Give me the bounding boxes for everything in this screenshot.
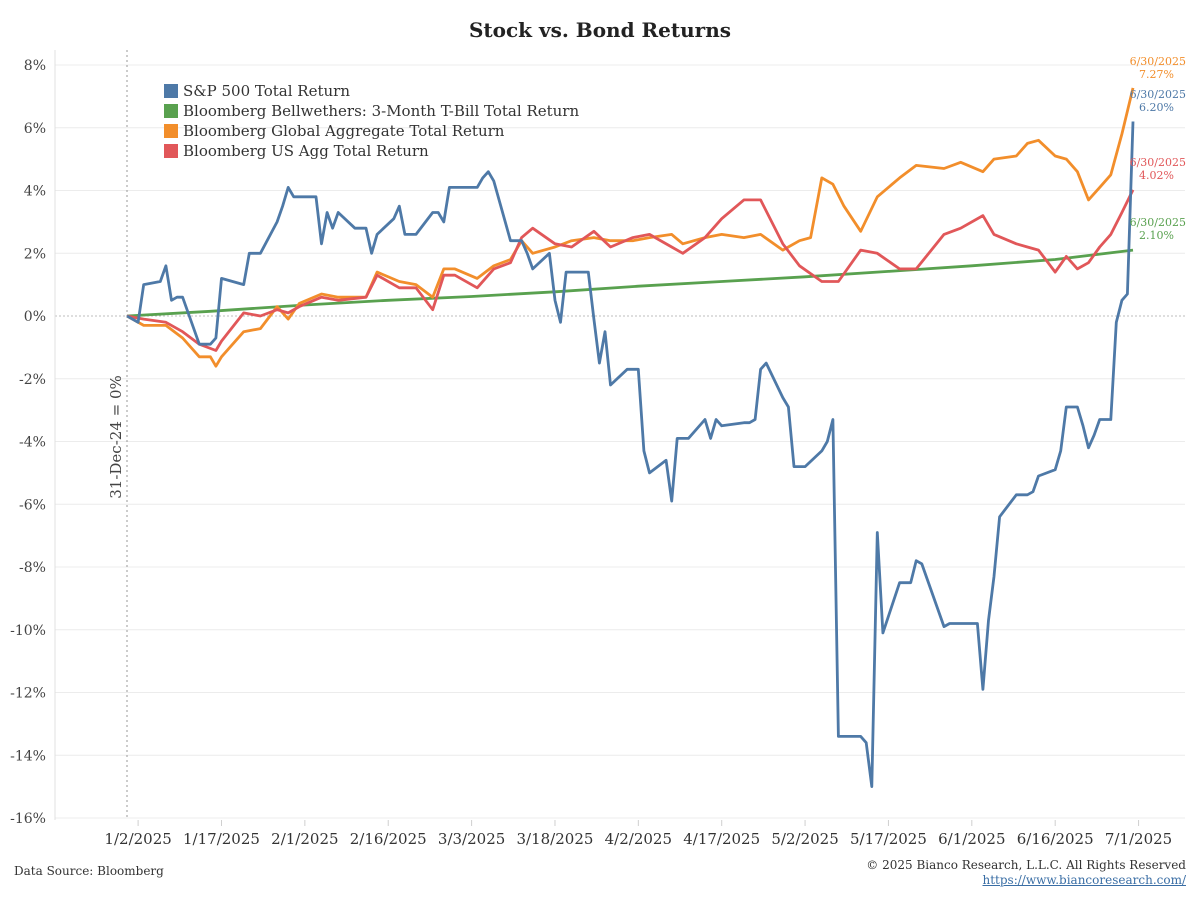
end-labels: 6/30/20256.20%6/30/20252.10%6/30/20257.2… xyxy=(1130,55,1186,242)
reference-line: 31-Dec-24 = 0% xyxy=(107,50,128,820)
x-tick-label: 2/1/2025 xyxy=(271,830,338,848)
chart-title: Stock vs. Bond Returns xyxy=(469,18,731,42)
y-tick-label: -10% xyxy=(10,623,46,639)
x-tick-label: 2/16/2025 xyxy=(350,830,427,848)
grid-lines xyxy=(55,64,1185,819)
x-tick-label: 1/2/2025 xyxy=(104,830,171,848)
legend-label: Bloomberg Bellwethers: 3-Month T-Bill To… xyxy=(183,102,579,120)
x-tick-label: 5/17/2025 xyxy=(850,830,927,848)
reference-label: 31-Dec-24 = 0% xyxy=(107,375,125,499)
x-tick-label: 4/17/2025 xyxy=(683,830,760,848)
x-tick-label: 6/16/2025 xyxy=(1017,830,1094,848)
y-tick-label: -8% xyxy=(19,560,46,576)
x-tick-label: 1/17/2025 xyxy=(183,830,260,848)
y-tick-label: -12% xyxy=(10,686,46,702)
x-tick-label: 5/2/2025 xyxy=(771,830,838,848)
x-tick-label: 3/18/2025 xyxy=(517,830,594,848)
legend-swatch xyxy=(164,84,178,98)
end-label-value: 2.10% xyxy=(1139,229,1174,242)
data-source: Data Source: Bloomberg xyxy=(14,864,164,878)
y-tick-label: 4% xyxy=(24,184,46,200)
x-axis: 1/2/2025 1/17/2025 2/1/2025 2/16/2025 3/3/20… xyxy=(104,820,1172,848)
y-tick-label: 6% xyxy=(24,121,46,137)
x-tick-label: 4/2/2025 xyxy=(605,830,672,848)
series-lines xyxy=(126,87,1135,788)
end-label-date: 6/30/2025 xyxy=(1130,88,1186,101)
y-tick-label: -4% xyxy=(19,435,46,451)
legend-swatch xyxy=(164,144,178,158)
legend-label: Bloomberg US Agg Total Return xyxy=(183,142,429,160)
x-tick-label: 3/3/2025 xyxy=(438,830,505,848)
x-tick-label: 6/1/2025 xyxy=(938,830,1005,848)
y-tick-label: 0% xyxy=(24,309,46,325)
copyright-text: © 2025 Bianco Research, L.L.C. All Right… xyxy=(866,858,1186,872)
y-tick-label: -6% xyxy=(19,497,46,513)
y-tick-label: -2% xyxy=(19,372,46,388)
y-tick-label: -14% xyxy=(10,748,46,764)
end-label-value: 4.02% xyxy=(1139,169,1174,182)
series-line xyxy=(126,87,1135,368)
legend-swatch xyxy=(164,104,178,118)
footer-credits: © 2025 Bianco Research, L.L.C. All Right… xyxy=(866,858,1186,888)
end-label-date: 6/30/2025 xyxy=(1130,55,1186,68)
x-tick-label: 7/1/2025 xyxy=(1105,830,1172,848)
series-line xyxy=(126,121,1135,788)
series-line xyxy=(126,189,1135,352)
y-tick-label: -16% xyxy=(10,811,46,827)
legend-label: Bloomberg Global Aggregate Total Return xyxy=(183,122,505,140)
legend-swatch xyxy=(164,124,178,138)
end-label-date: 6/30/2025 xyxy=(1130,216,1186,229)
y-tick-label: 2% xyxy=(24,246,46,262)
legend: S&P 500 Total Return Bloomberg Bellwether… xyxy=(164,82,579,160)
end-label-value: 6.20% xyxy=(1139,101,1174,114)
legend-label: S&P 500 Total Return xyxy=(183,82,350,100)
end-label-value: 7.27% xyxy=(1139,68,1174,81)
website-link[interactable]: https://www.biancoresearch.com/ xyxy=(982,873,1186,887)
end-label-date: 6/30/2025 xyxy=(1130,156,1186,169)
y-tick-label: 8% xyxy=(24,58,46,74)
y-axis: 8% 6% 4% 2% 0% -2% -4% -6% -8% -10% -12% -14% -16% xyxy=(10,50,56,827)
